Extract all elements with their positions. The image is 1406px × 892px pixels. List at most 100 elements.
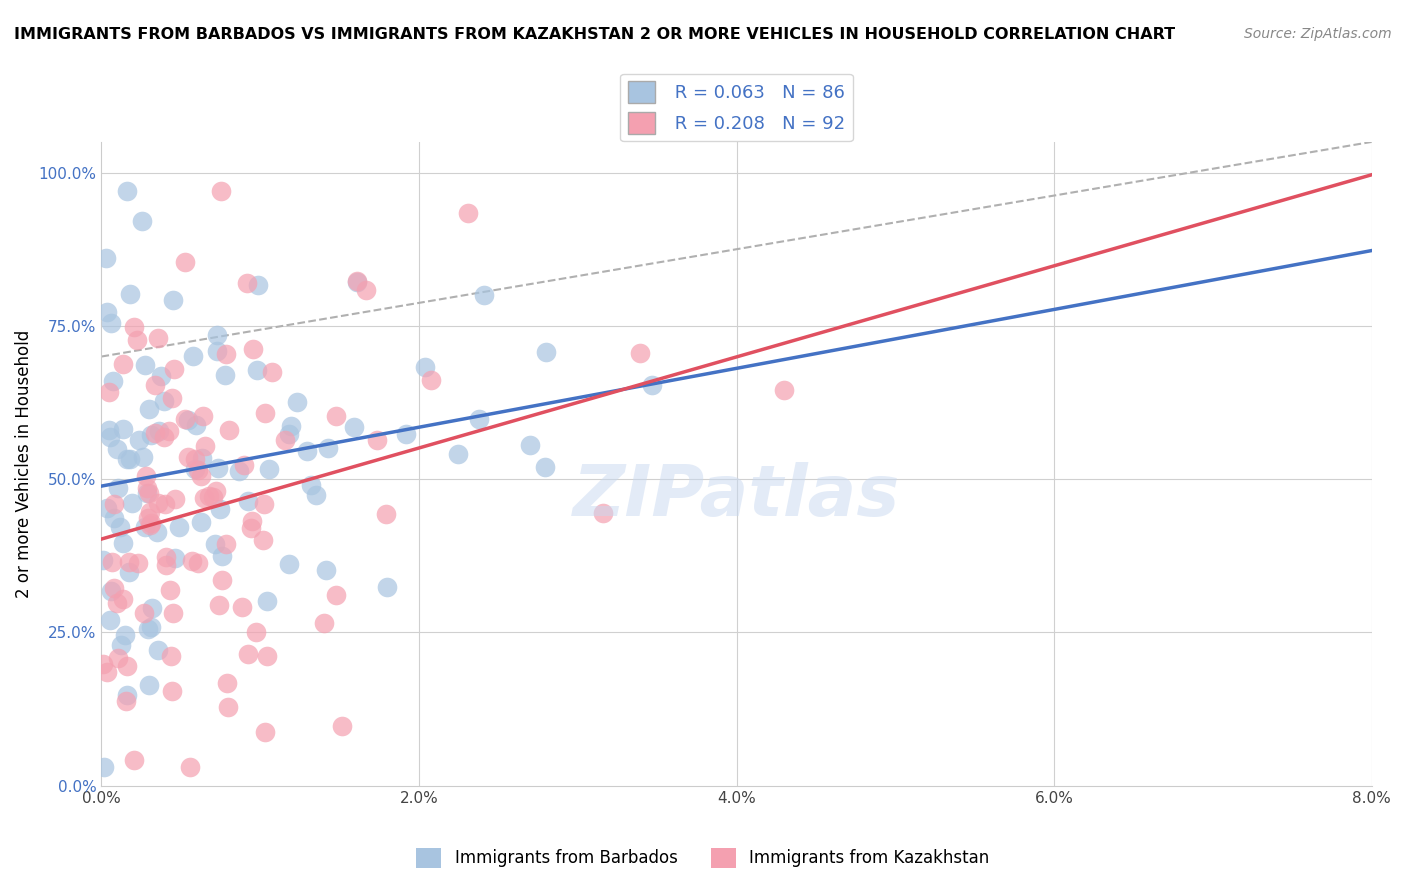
Point: [536, 345, 558, 359]
Point: [183, 461, 205, 475]
Point: [107, 650, 129, 665]
Point: [146, 524, 169, 539]
Point: [215, 347, 238, 361]
Point: [419, 374, 441, 388]
Point: [91, 552, 114, 566]
Point: [217, 699, 239, 714]
Point: [184, 418, 207, 433]
Point: [98, 384, 121, 399]
Point: [121, 496, 143, 510]
Point: [115, 688, 138, 702]
Point: [628, 345, 651, 359]
Point: [173, 255, 195, 269]
Point: [153, 497, 176, 511]
Point: [218, 423, 240, 437]
Point: [141, 427, 163, 442]
Point: [139, 506, 162, 520]
Point: [253, 724, 276, 739]
Point: [131, 214, 153, 228]
Point: [111, 536, 134, 550]
Point: [235, 276, 257, 290]
Point: [103, 511, 125, 525]
Point: [177, 413, 200, 427]
Point: [118, 566, 141, 580]
Point: [343, 420, 366, 434]
Point: [278, 557, 301, 571]
Point: [115, 659, 138, 673]
Point: [117, 184, 139, 198]
Point: [205, 328, 228, 343]
Point: [457, 205, 479, 219]
Point: [138, 678, 160, 692]
Point: [254, 406, 277, 420]
Point: [194, 440, 217, 454]
Point: [150, 368, 173, 383]
Point: [183, 451, 205, 466]
Point: [132, 450, 155, 465]
Point: [115, 452, 138, 467]
Point: [211, 573, 233, 587]
Point: [136, 511, 159, 525]
Point: [136, 486, 159, 500]
Point: [138, 402, 160, 417]
Legend:  R = 0.063   N = 86,  R = 0.208   N = 92: R = 0.063 N = 86, R = 0.208 N = 92: [620, 74, 852, 141]
Point: [242, 514, 264, 528]
Point: [98, 613, 121, 627]
Point: [115, 694, 138, 708]
Point: [253, 497, 276, 511]
Point: [167, 519, 190, 533]
Point: [209, 184, 232, 198]
Point: [325, 588, 347, 602]
Point: [110, 520, 132, 534]
Point: [187, 556, 209, 570]
Point: [135, 469, 157, 483]
Point: [111, 422, 134, 436]
Point: [256, 649, 278, 664]
Point: [111, 357, 134, 371]
Point: [318, 441, 340, 455]
Point: [245, 624, 267, 639]
Point: [160, 391, 183, 405]
Point: [141, 620, 163, 634]
Point: [242, 342, 264, 356]
Point: [207, 461, 229, 475]
Point: [193, 409, 215, 423]
Point: [96, 500, 118, 515]
Point: [252, 533, 274, 547]
Point: [346, 274, 368, 288]
Point: [179, 760, 201, 774]
Point: [193, 491, 215, 506]
Point: [98, 430, 121, 444]
Point: [136, 622, 159, 636]
Point: [187, 462, 209, 476]
Point: [118, 451, 141, 466]
Point: [138, 486, 160, 500]
Point: [257, 462, 280, 476]
Point: [155, 558, 177, 572]
Point: [231, 600, 253, 615]
Point: [103, 374, 125, 388]
Point: [127, 557, 149, 571]
Point: [93, 760, 115, 774]
Point: [118, 555, 141, 569]
Point: [315, 563, 337, 577]
Point: [413, 360, 436, 375]
Point: [236, 647, 259, 661]
Point: [330, 719, 353, 733]
Point: [299, 478, 322, 492]
Point: [160, 649, 183, 664]
Point: [110, 639, 132, 653]
Point: [162, 606, 184, 620]
Point: [136, 481, 159, 495]
Point: [163, 362, 186, 376]
Point: [100, 316, 122, 330]
Point: [181, 554, 204, 568]
Point: [366, 433, 388, 447]
Point: [141, 601, 163, 615]
Point: [297, 444, 319, 458]
Point: [233, 458, 256, 472]
Point: [215, 676, 238, 690]
Point: [277, 427, 299, 442]
Point: [177, 450, 200, 464]
Point: [190, 468, 212, 483]
